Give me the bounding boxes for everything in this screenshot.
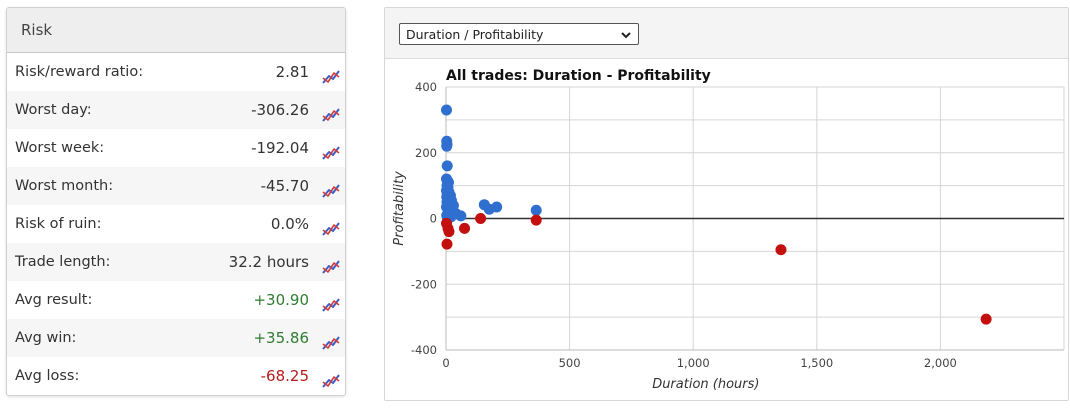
risk-row: Avg result: +30.90 xyxy=(7,281,345,319)
risk-row-value: -306.26 xyxy=(251,101,309,119)
chart-panel: Duration / Profitability All trades: Dur… xyxy=(384,7,1069,401)
line-chart-icon[interactable] xyxy=(321,177,341,198)
risk-row-value: 2.81 xyxy=(275,63,309,81)
y-tick-label: 0 xyxy=(430,212,437,226)
risk-row-value: 32.2 hours xyxy=(228,253,309,271)
chart-type-select-value: Duration / Profitability xyxy=(406,27,544,42)
risk-row-value: -192.04 xyxy=(251,139,309,157)
risk-row-label: Worst month: xyxy=(15,178,114,194)
winning-trade-point xyxy=(441,160,453,172)
winning-trade-point xyxy=(440,104,452,116)
y-tick-label: 400 xyxy=(415,80,437,94)
chart-type-select[interactable]: Duration / Profitability xyxy=(399,23,639,45)
risk-row-value: -68.25 xyxy=(260,367,309,385)
risk-row: Avg loss: -68.25 xyxy=(7,357,345,395)
risk-row-label: Avg result: xyxy=(15,292,93,308)
risk-row-label: Worst day: xyxy=(15,102,92,118)
chart-title: All trades: Duration - Profitability xyxy=(446,68,711,84)
risk-row-value: +30.90 xyxy=(253,291,309,309)
y-tick-label: -400 xyxy=(411,343,437,357)
losing-trade-point xyxy=(441,238,453,250)
x-tick-label: 1,500 xyxy=(800,356,833,370)
risk-panel: Risk Risk/reward ratio: 2.81 Worst day: -30… xyxy=(6,7,346,396)
line-chart-icon[interactable] xyxy=(321,215,341,236)
y-axis-label: Profitability xyxy=(392,171,407,246)
risk-row: Worst week: -192.04 xyxy=(7,129,345,167)
risk-panel-title: Risk xyxy=(7,8,345,53)
risk-row: Worst day: -306.26 xyxy=(7,91,345,129)
risk-row-value: +35.86 xyxy=(253,329,309,347)
risk-row-label: Avg loss: xyxy=(15,368,80,384)
line-chart-icon[interactable] xyxy=(321,329,341,350)
winning-trade-point xyxy=(455,210,467,222)
winning-trade-point xyxy=(530,204,542,216)
risk-row-label: Avg win: xyxy=(15,330,77,346)
losing-trade-point xyxy=(459,222,471,234)
risk-row: Risk of ruin: 0.0% xyxy=(7,205,345,243)
y-tick-label: -200 xyxy=(411,277,437,291)
chevron-down-icon xyxy=(621,32,631,39)
risk-row: Trade length: 32.2 hours xyxy=(7,243,345,281)
risk-row: Avg win: +35.86 xyxy=(7,319,345,357)
line-chart-icon[interactable] xyxy=(321,291,341,312)
line-chart-icon[interactable] xyxy=(321,367,341,388)
losing-trade-point xyxy=(980,313,992,325)
losing-trade-point xyxy=(443,226,455,238)
line-chart-icon[interactable] xyxy=(321,253,341,274)
risk-row-value: -45.70 xyxy=(260,177,309,195)
risk-row-label: Risk/reward ratio: xyxy=(15,64,144,80)
line-chart-icon[interactable] xyxy=(321,139,341,160)
losing-trade-point xyxy=(775,244,787,256)
line-chart-icon[interactable] xyxy=(321,101,341,122)
losing-trade-point xyxy=(530,214,542,226)
line-chart-icon[interactable] xyxy=(321,63,341,84)
y-tick-label: 200 xyxy=(415,146,437,160)
winning-trade-point xyxy=(441,140,453,152)
x-axis-label: Duration (hours) xyxy=(652,377,759,392)
duration-profitability-scatter-chart: All trades: Duration - Profitability 0 500… xyxy=(392,68,1065,392)
risk-row: Worst month: -45.70 xyxy=(7,167,345,205)
losing-trade-point xyxy=(475,213,487,224)
risk-stats-list: Risk/reward ratio: 2.81 Worst day: -306.26 W… xyxy=(7,53,345,395)
x-tick-label: 2,000 xyxy=(924,356,957,370)
x-tick-label: 0 xyxy=(442,356,449,370)
risk-row-label: Worst week: xyxy=(15,140,105,156)
risk-row: Risk/reward ratio: 2.81 xyxy=(7,53,345,91)
risk-row-label: Trade length: xyxy=(15,254,111,270)
chart-toolbar: Duration / Profitability xyxy=(385,8,1068,59)
risk-row-label: Risk of ruin: xyxy=(15,216,102,232)
x-tick-label: 1,000 xyxy=(677,356,710,370)
risk-row-value: 0.0% xyxy=(270,215,309,233)
x-tick-label: 500 xyxy=(559,356,581,370)
winning-trade-point xyxy=(491,201,503,213)
